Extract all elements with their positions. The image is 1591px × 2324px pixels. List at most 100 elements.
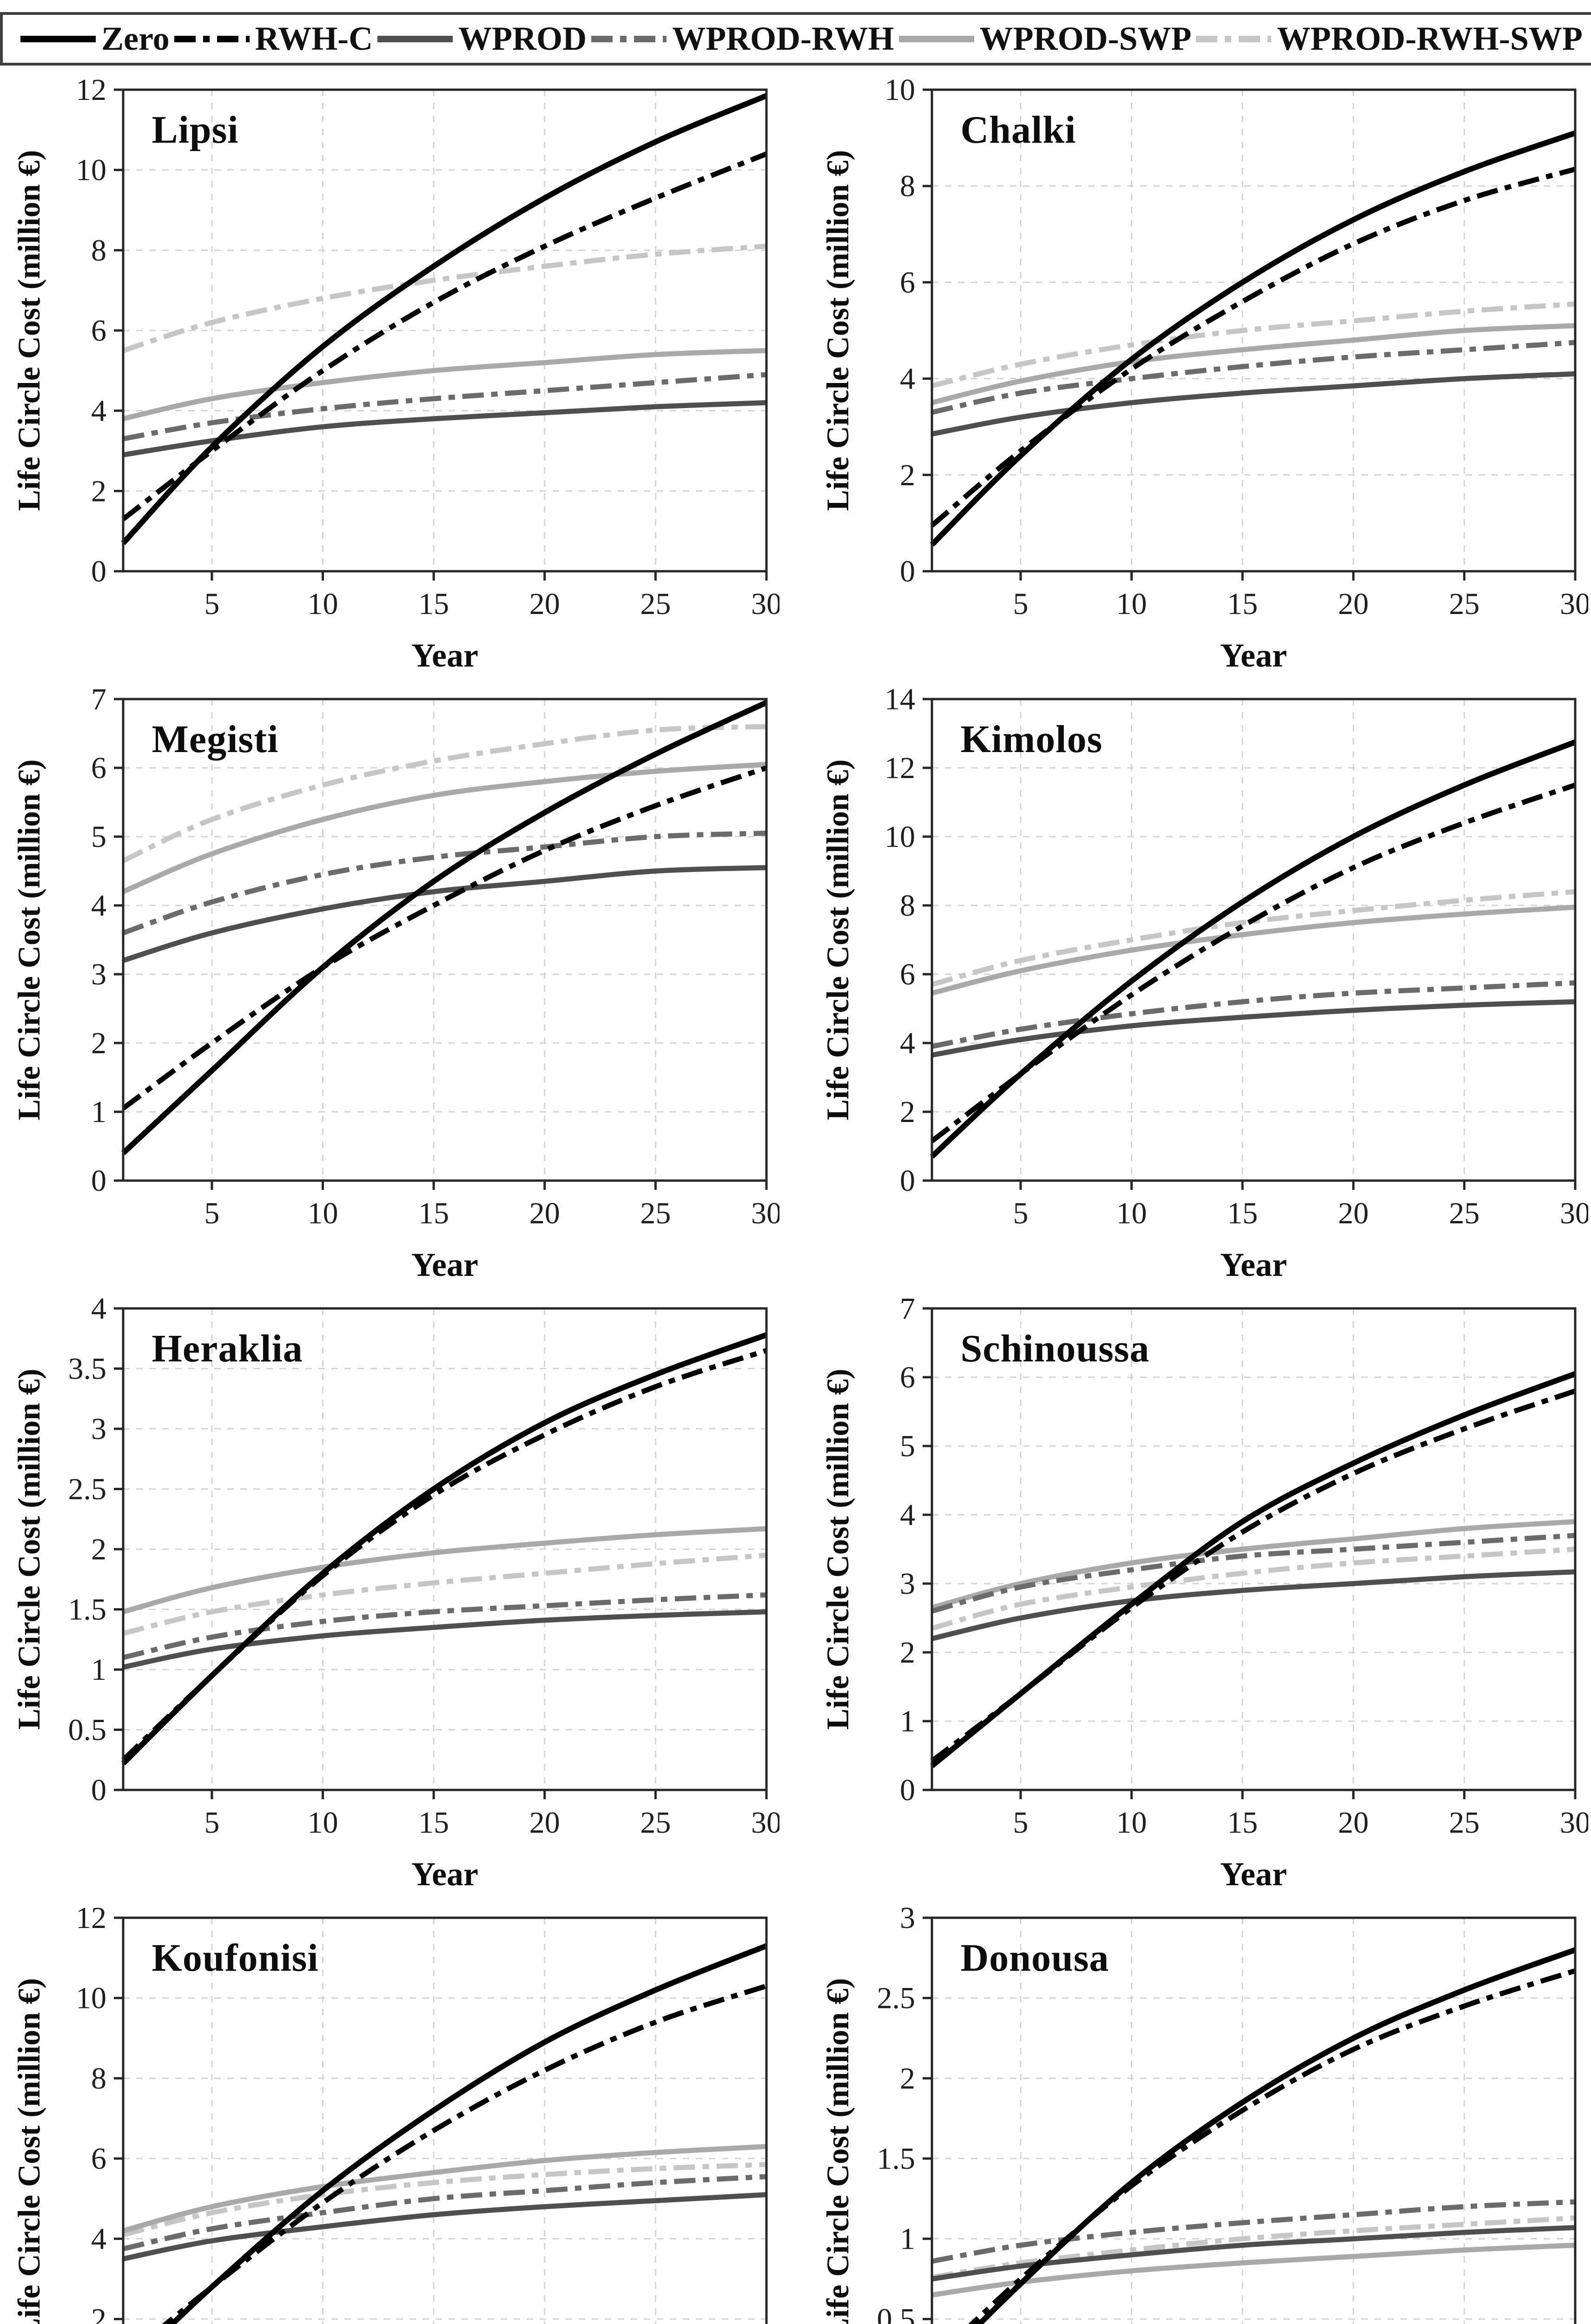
- series-line-wprod-rwh-swp: [931, 889, 1575, 987]
- legend-line-sample: [898, 35, 974, 42]
- x-tick-label: 30: [1560, 587, 1588, 621]
- chart-panel-chalki: 5 10 15 20 25 30 0 2 4 6 8 10 Year Life Circle Cost (…: [812, 70, 1588, 678]
- x-tick-label: 30: [751, 587, 779, 621]
- y-tick-label: 4: [900, 1498, 915, 1532]
- series-line-wprod-rwh: [931, 980, 1575, 1049]
- y-tick-label: 6: [91, 751, 106, 785]
- legend-item-label: WPROD: [458, 20, 587, 57]
- y-tick-label: 0: [91, 555, 106, 588]
- y-axis-label: Life Circle Cost (million €): [820, 759, 855, 1121]
- chart-title: Heraklia: [152, 1327, 303, 1370]
- y-tick-label: 0: [91, 1773, 106, 1807]
- legend-item-label: RWH-C: [255, 20, 373, 57]
- axes-box: [931, 1307, 1576, 1791]
- legend-item-wprod: WPROD: [376, 20, 587, 58]
- legend-item-wprod-swp: WPROD-SWP: [897, 20, 1192, 58]
- chart-title: Donousa: [960, 1936, 1109, 1980]
- series-line-wprod-rwh: [931, 340, 1575, 415]
- series-line-wprod-swp: [122, 762, 766, 894]
- legend-item-rwh-c: RWH-C: [172, 20, 373, 58]
- x-tick-label: 25: [640, 587, 671, 621]
- series-line-wprod-rwh-swp: [122, 2162, 766, 2238]
- series-line-wprod-rwh: [122, 1592, 766, 1660]
- x-axis-label: Year: [411, 1855, 478, 1893]
- x-tick-label: 15: [1227, 1806, 1258, 1840]
- x-tick-label: 25: [640, 1196, 671, 1230]
- legend-line-sample: [1196, 35, 1272, 42]
- chart-title: Koufonisi: [152, 1936, 319, 1980]
- series-line-wprod-rwh-swp: [931, 301, 1575, 389]
- series-line-wprod-rwh-swp: [122, 724, 766, 863]
- chart-svg-lipsi: 5 10 15 20 25 30 0 2 4 6 8 10 12 Year Life Circle Cost…: [11, 73, 779, 674]
- series-line-rwh-c: [968, 1968, 1576, 2324]
- y-tick-label: 1: [91, 1095, 106, 1129]
- x-tick-label: 10: [307, 1806, 338, 1840]
- series-line-wprod-swp: [122, 2144, 766, 2233]
- y-tick-label: 1: [900, 1704, 915, 1738]
- y-tick-label: 6: [91, 2142, 106, 2176]
- series-line-wprod: [122, 1609, 766, 1670]
- chart-panel-megisti: 5 10 15 20 25 30 0 1 2 3 4 5 6 7 Year Life Circle Cost …: [3, 680, 779, 1287]
- series-line-zero: [930, 739, 1576, 1159]
- series-line-zero: [121, 1332, 767, 1766]
- y-tick-label: 0: [900, 1164, 915, 1198]
- y-tick-label: 6: [900, 1360, 915, 1394]
- y-tick-label: 4: [91, 889, 106, 923]
- y-tick-label: 1: [91, 1653, 106, 1687]
- series-line-wprod-swp: [122, 348, 766, 422]
- y-tick-label: 7: [91, 682, 106, 716]
- x-axis-label: Year: [1220, 1855, 1287, 1893]
- chart-svg-kimolos: 5 10 15 20 25 30 0 2 4 6 8 10 12 14 Year Life Circle Co…: [820, 682, 1588, 1283]
- x-tick-label: 20: [1338, 1806, 1368, 1840]
- y-tick-label: 4: [900, 1026, 915, 1060]
- y-tick-label: 6: [91, 314, 106, 348]
- x-tick-label: 20: [529, 1806, 560, 1840]
- y-tick-label: 12: [76, 73, 106, 107]
- series-line-wprod-rwh: [931, 1532, 1575, 1614]
- y-axis-label: Life Circle Cost (million €): [11, 1978, 46, 2324]
- x-tick-label: 30: [1560, 1806, 1588, 1840]
- series-line-zero: [121, 93, 767, 545]
- x-axis-label: Year: [1220, 1246, 1287, 1283]
- y-tick-label: 6: [900, 265, 915, 299]
- y-tick-label: 1: [900, 2222, 915, 2256]
- y-tick-label: 1.5: [877, 2142, 915, 2176]
- series-line-wprod: [122, 865, 766, 963]
- y-tick-label: 14: [885, 682, 915, 716]
- x-tick-label: 20: [1338, 587, 1368, 621]
- axes-box: [931, 698, 1576, 1182]
- chart-svg-heraklia: 5 10 15 20 25 30 0 0.5 1 1.5 2 2.5 3 3.5 4 Year Life Cir…: [11, 1292, 779, 1893]
- y-tick-label: 2: [900, 458, 915, 492]
- axes-box: [122, 698, 767, 1182]
- series-line-wprod: [931, 371, 1575, 437]
- x-tick-label: 10: [307, 587, 338, 621]
- x-tick-label: 30: [1560, 1196, 1588, 1230]
- y-tick-label: 4: [900, 362, 915, 396]
- series-line-wprod-rwh: [931, 2199, 1575, 2264]
- series-line-zero: [930, 1371, 1576, 1768]
- series-line-wprod-swp: [931, 905, 1575, 996]
- y-tick-label: 2.5: [68, 1472, 106, 1506]
- y-tick-label: 2: [900, 1095, 915, 1129]
- x-axis-label: Year: [411, 637, 478, 674]
- chart-title: Megisti: [152, 718, 279, 761]
- x-tick-label: 25: [1449, 587, 1479, 621]
- y-tick-label: 2: [900, 2061, 915, 2095]
- y-tick-label: 3: [91, 957, 106, 991]
- legend-item-wprod-rwh-swp: WPROD-RWH-SWP: [1194, 20, 1583, 58]
- y-axis-label: Life Circle Cost (million €): [820, 1978, 855, 2324]
- series-line-zero: [168, 1943, 767, 2324]
- legend-item-label: WPROD-SWP: [979, 20, 1192, 57]
- x-tick-label: 5: [1013, 587, 1028, 621]
- y-tick-label: 2: [91, 1532, 106, 1566]
- x-tick-label: 15: [1227, 587, 1258, 621]
- x-tick-label: 10: [307, 1196, 338, 1230]
- x-tick-label: 20: [1338, 1196, 1368, 1230]
- y-tick-label: 3: [91, 1412, 106, 1446]
- legend-item-label: WPROD-RWH: [672, 20, 894, 57]
- y-tick-label: 3.5: [68, 1352, 106, 1386]
